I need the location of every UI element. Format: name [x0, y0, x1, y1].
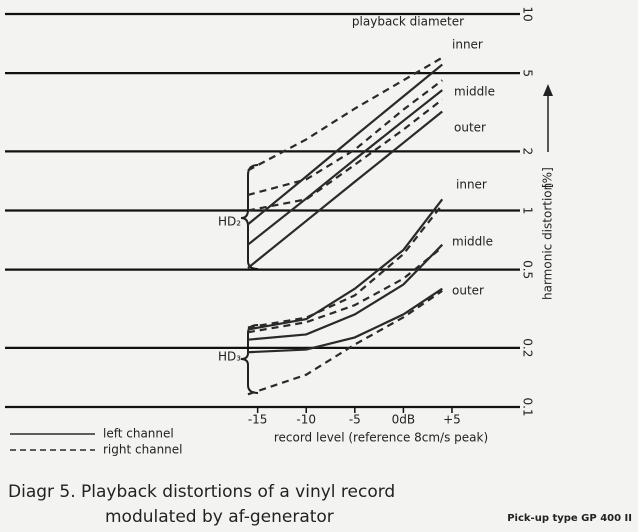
caption: Diagr 5. Playback distortions of a vinyl…	[8, 482, 395, 502]
x-tick-label: -15	[248, 413, 268, 427]
y-tick-label: 0.1	[521, 397, 535, 416]
series-line	[247, 287, 443, 354]
y-tick-label: 1	[521, 207, 535, 215]
series-line	[247, 246, 443, 334]
series-line	[247, 204, 444, 329]
annotation: HD₃	[218, 350, 241, 364]
series-line	[247, 79, 443, 197]
x-tick-label: -5	[349, 413, 361, 427]
annotation: playback diameter	[352, 15, 464, 29]
series-line	[247, 63, 443, 226]
series-line	[247, 89, 443, 246]
y-axis-unit: [%]	[541, 167, 555, 188]
arrow-head	[543, 84, 553, 96]
y-tick-label: 0.5	[521, 260, 535, 279]
x-axis-label: record level (reference 8cm/s peak)	[274, 431, 488, 445]
caption: modulated by af-generator	[105, 507, 334, 527]
legend-label: right channel	[103, 443, 183, 457]
series-line	[247, 110, 443, 269]
x-tick-label: 0dB	[392, 413, 415, 427]
x-tick-label: +5	[443, 413, 461, 427]
y-tick-label: 5	[521, 69, 535, 77]
y-tick-label: 10	[521, 6, 535, 21]
series-line	[247, 289, 443, 396]
y-tick-label: 2	[521, 148, 535, 156]
y-axis-label: harmonic distortion	[541, 183, 555, 300]
annotation: outer	[454, 121, 486, 135]
series-line	[247, 56, 443, 172]
legend-label: left channel	[103, 427, 174, 441]
pickup-label: Pick-up type GP 400 II	[507, 513, 632, 524]
y-tick-label: 0.2	[521, 338, 535, 357]
annotation: outer	[452, 284, 484, 298]
series-line	[247, 198, 444, 331]
series-line	[247, 243, 444, 341]
brace	[240, 324, 259, 394]
annotation: HD₂	[218, 215, 241, 229]
annotation: inner	[456, 178, 487, 192]
x-tick-label: -10	[296, 413, 316, 427]
series-line	[247, 98, 443, 212]
annotation: inner	[452, 38, 483, 52]
annotation: middle	[452, 235, 493, 249]
annotation: middle	[454, 85, 495, 99]
